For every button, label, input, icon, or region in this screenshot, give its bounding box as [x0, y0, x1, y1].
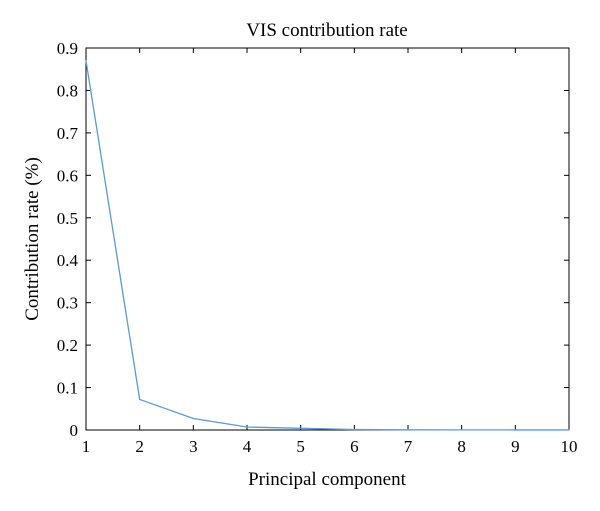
plot-area-frame [85, 47, 570, 431]
y-tick-label: 0.2 [57, 336, 78, 355]
data-point [246, 426, 248, 428]
y-tick-label: 0.8 [57, 81, 78, 100]
y-tick-label: 0.7 [57, 124, 79, 143]
x-tick-label: 9 [511, 437, 520, 456]
y-tick-label: 0.1 [57, 379, 78, 398]
data-point [461, 429, 463, 431]
y-axis-label: Contribution rate (%) [22, 157, 43, 321]
y-tick-label: 0.6 [57, 166, 78, 185]
y-tick-label: 0.4 [57, 251, 79, 270]
x-tick-label: 5 [296, 437, 305, 456]
x-tick-label: 8 [457, 437, 466, 456]
x-tick-label: 2 [135, 437, 144, 456]
y-tick-label: 0.9 [57, 39, 78, 58]
x-tick-label: 3 [189, 437, 198, 456]
data-point [407, 429, 409, 431]
data-point [353, 428, 355, 431]
y-tick-label: 0.5 [57, 209, 78, 228]
x-tick-label: 7 [404, 437, 413, 456]
axis-tick-labels: 1 2 3 4 5 6 7 8 9 10 0 0.1 0.2 0.3 0.4 0.5 0.6 0.7 0.8 0.9 [57, 39, 578, 456]
data-point [568, 429, 570, 431]
data-point [300, 427, 302, 429]
y-tick-label: 0.3 [57, 294, 78, 313]
data-point [85, 60, 87, 62]
series-group [85, 60, 570, 431]
x-axis-label: Principal component [248, 469, 406, 490]
series-line [85, 60, 570, 431]
data-point [514, 429, 516, 431]
x-tick-label: 10 [561, 437, 578, 456]
x-tick-label: 6 [350, 437, 359, 456]
data-point [192, 417, 194, 420]
y-tick-label: 0 [70, 421, 79, 440]
x-tick-label: 1 [82, 437, 91, 456]
data-point [139, 398, 141, 401]
x-tick-label: 4 [243, 437, 252, 456]
axis-ticks [85, 47, 570, 431]
chart-title: VIS contribution rate [246, 20, 407, 41]
